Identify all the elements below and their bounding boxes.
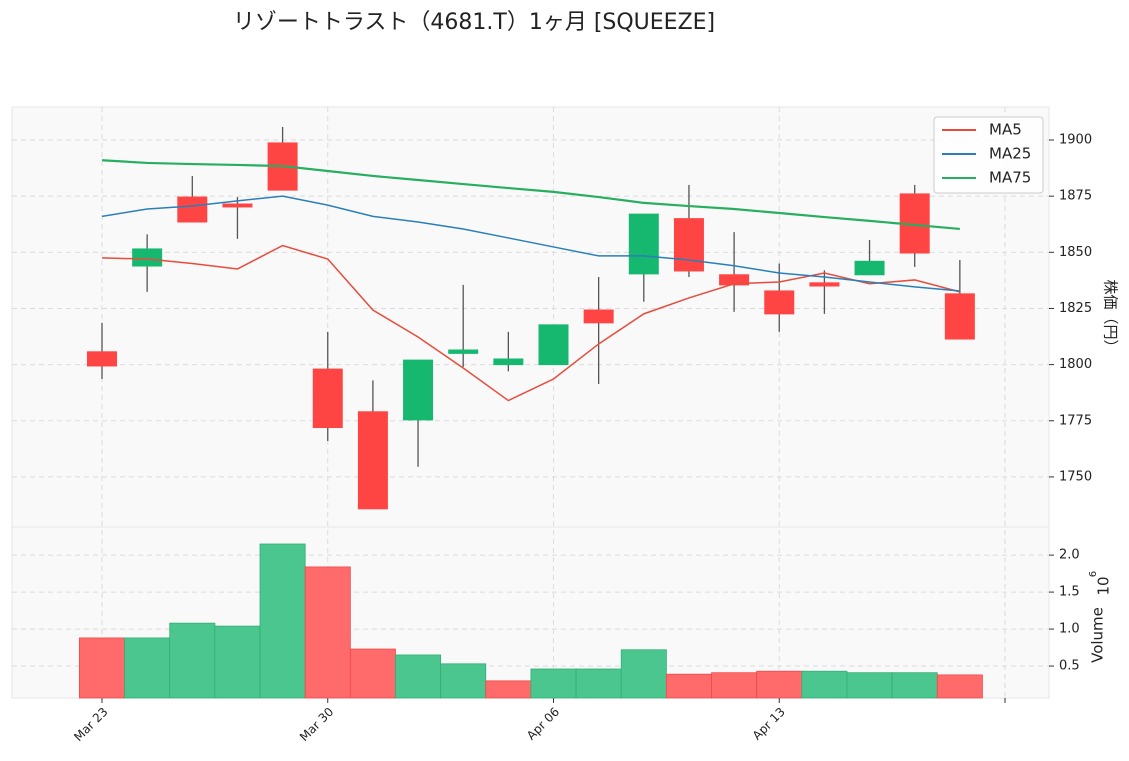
price-panel (11, 106, 1050, 528)
volume-bar (79, 637, 125, 699)
volume-bar (620, 649, 667, 699)
x-tick-label: Apr 13 (750, 705, 788, 743)
y-tick-label: 1.5 (1059, 585, 1080, 600)
ma-line (101, 195, 960, 292)
candle-body (809, 282, 840, 287)
x-tick-label: Mar 30 (297, 705, 336, 744)
volume-bar (801, 670, 848, 699)
volume-bar (665, 673, 712, 699)
candle-body (312, 368, 343, 429)
candle-body (132, 248, 163, 267)
candle-body (538, 324, 569, 366)
candle-body (357, 411, 388, 510)
volume-bar (214, 625, 261, 699)
volume-bar (169, 622, 216, 699)
legend-label: MA75 (989, 169, 1031, 187)
candle-body (87, 351, 117, 367)
y-tick-label: 1800 (1059, 357, 1092, 372)
volume-label: Volume (1089, 607, 1107, 663)
candle-body (673, 218, 704, 272)
candle-body (403, 359, 434, 421)
volume-bar (756, 670, 803, 699)
y-tick-label: 2.0 (1059, 548, 1080, 563)
y-tick-label: 1900 (1059, 133, 1092, 148)
volume-bar (485, 680, 532, 699)
y-tick-label: 1.0 (1059, 622, 1080, 637)
volume-bar (440, 663, 487, 699)
volume-bar (349, 648, 396, 699)
candle-body (944, 293, 975, 340)
y-tick-label: 1875 (1059, 189, 1092, 204)
y-tick-label: 0.5 (1059, 659, 1080, 674)
candle-body (764, 290, 795, 315)
volume-bar (575, 668, 622, 699)
volume-bar (936, 674, 983, 699)
volume-bar (304, 566, 351, 699)
legend-label: MA25 (989, 145, 1031, 163)
chart-title: リゾートトラスト（4681.T）1ヶ月 [SQUEEZE] (233, 10, 715, 35)
candle-body (854, 260, 885, 276)
legend-box (933, 116, 1044, 194)
y-axis-label: 株価（円） (1102, 279, 1120, 354)
candle-body (177, 196, 208, 223)
y-tick-label: 1850 (1059, 245, 1092, 260)
x-tick-label: Apr 06 (524, 705, 562, 743)
legend-label: MA5 (989, 121, 1022, 139)
volume-bar (530, 668, 577, 699)
candle-body (493, 358, 524, 366)
y-tick-label: 1775 (1059, 413, 1092, 428)
volume-bar (711, 672, 758, 699)
ma-line (101, 244, 961, 402)
candle-body (583, 309, 614, 324)
volume-scale-exponent: 6 (1088, 571, 1099, 577)
volume-bar (124, 637, 171, 699)
volume-bar (395, 654, 442, 699)
y-tick-label: 1750 (1059, 469, 1092, 484)
volume-bar (846, 672, 893, 699)
candle-body (628, 213, 659, 275)
x-tick-label: Mar 23 (71, 705, 110, 744)
volume-scale: 10 (1095, 576, 1113, 595)
candle-body (222, 203, 253, 208)
volume-bar (891, 672, 938, 699)
y-tick-label: 1825 (1059, 301, 1092, 316)
volume-bar (259, 543, 306, 699)
ma-line (101, 159, 960, 231)
candle-body (448, 349, 479, 354)
candle-body (719, 274, 750, 286)
